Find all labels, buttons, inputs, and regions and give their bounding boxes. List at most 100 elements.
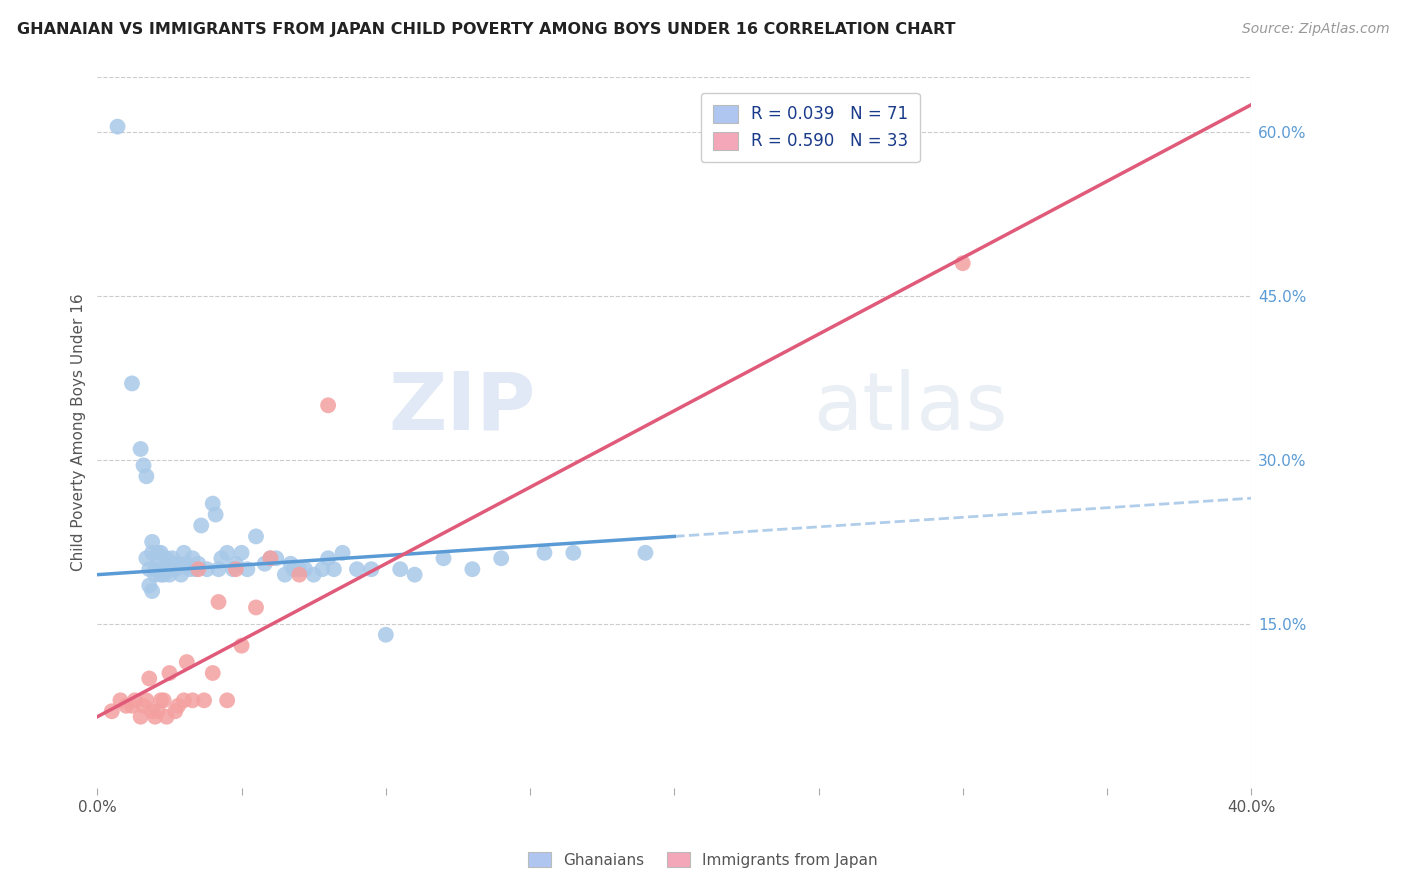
Point — [461, 562, 484, 576]
Point — [165, 704, 187, 718]
Point — [181, 693, 204, 707]
Point — [132, 698, 155, 713]
Legend: Ghanaians, Immigrants from Japan: Ghanaians, Immigrants from Japan — [522, 846, 884, 873]
Point — [374, 628, 396, 642]
Point — [360, 562, 382, 576]
Point — [236, 562, 259, 576]
Point — [489, 551, 512, 566]
Point — [124, 693, 146, 707]
Point — [176, 655, 198, 669]
Point — [432, 551, 454, 566]
Point — [146, 704, 169, 718]
Point — [167, 698, 190, 713]
Point — [159, 562, 181, 576]
Point — [209, 551, 232, 566]
Point — [135, 469, 157, 483]
Point — [143, 562, 166, 576]
Point — [135, 551, 157, 566]
Point — [152, 567, 174, 582]
Point — [146, 546, 169, 560]
Point — [201, 497, 224, 511]
Point — [280, 557, 302, 571]
Point — [170, 567, 193, 582]
Point — [302, 567, 325, 582]
Point — [167, 557, 190, 571]
Point — [141, 546, 163, 560]
Point — [253, 557, 276, 571]
Point — [100, 704, 122, 718]
Point — [132, 458, 155, 473]
Point — [138, 578, 160, 592]
Text: Source: ZipAtlas.com: Source: ZipAtlas.com — [1241, 22, 1389, 37]
Point — [115, 698, 138, 713]
Point — [143, 567, 166, 582]
Point — [225, 557, 247, 571]
Point — [173, 693, 195, 707]
Point — [288, 562, 311, 576]
Point — [155, 562, 177, 576]
Point — [533, 546, 555, 560]
Point — [316, 398, 339, 412]
Point — [159, 665, 181, 680]
Point — [952, 256, 974, 270]
Point — [634, 546, 657, 560]
Point — [110, 693, 132, 707]
Point — [155, 710, 177, 724]
Point — [141, 584, 163, 599]
Point — [181, 551, 204, 566]
Point — [107, 120, 129, 134]
Point — [121, 376, 143, 391]
Point — [179, 562, 201, 576]
Point — [207, 595, 229, 609]
Text: atlas: atlas — [813, 368, 1007, 447]
Point — [129, 442, 152, 456]
Point — [121, 698, 143, 713]
Point — [332, 546, 354, 560]
Point — [259, 551, 281, 566]
Legend: R = 0.039   N = 71, R = 0.590   N = 33: R = 0.039 N = 71, R = 0.590 N = 33 — [702, 93, 920, 161]
Point — [187, 562, 209, 576]
Point — [184, 562, 207, 576]
Point — [155, 551, 177, 566]
Point — [207, 562, 229, 576]
Point — [204, 508, 226, 522]
Point — [152, 693, 174, 707]
Point — [283, 562, 305, 576]
Point — [217, 546, 239, 560]
Point — [165, 557, 187, 571]
Point — [294, 562, 316, 576]
Point — [245, 600, 267, 615]
Point — [173, 546, 195, 560]
Point — [217, 693, 239, 707]
Point — [138, 672, 160, 686]
Point — [288, 567, 311, 582]
Point — [138, 562, 160, 576]
Point — [149, 546, 172, 560]
Point — [149, 693, 172, 707]
Point — [193, 693, 215, 707]
Point — [187, 557, 209, 571]
Point — [316, 551, 339, 566]
Point — [135, 693, 157, 707]
Point — [159, 567, 181, 582]
Point — [264, 551, 287, 566]
Point — [149, 567, 172, 582]
Point — [231, 639, 253, 653]
Point — [346, 562, 368, 576]
Point — [141, 534, 163, 549]
Point — [176, 557, 198, 571]
Point — [143, 710, 166, 724]
Point — [190, 518, 212, 533]
Point — [222, 562, 245, 576]
Point — [274, 567, 297, 582]
Point — [259, 551, 281, 566]
Text: ZIP: ZIP — [388, 368, 536, 447]
Point — [152, 562, 174, 576]
Point — [141, 704, 163, 718]
Point — [404, 567, 426, 582]
Point — [129, 710, 152, 724]
Point — [146, 551, 169, 566]
Point — [311, 562, 333, 576]
Point — [195, 562, 218, 576]
Point — [225, 562, 247, 576]
